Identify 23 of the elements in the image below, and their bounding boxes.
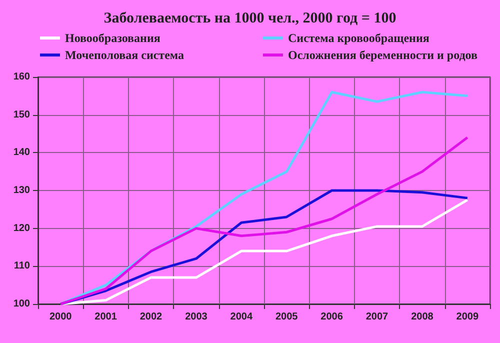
y-tick-label: 160 bbox=[13, 72, 30, 82]
x-tick-label: 2000 bbox=[49, 312, 72, 322]
x-tick-label: 2003 bbox=[185, 312, 208, 322]
y-tick-label: 100 bbox=[13, 298, 30, 310]
legend-label: Система кровообращения bbox=[288, 31, 430, 45]
x-tick-label: 2005 bbox=[275, 312, 298, 322]
line-series bbox=[59, 136, 469, 306]
chart-title: Заболеваемость на 1000 чел., 2000 год = 100 bbox=[104, 10, 396, 26]
x-tick-label: 2004 bbox=[230, 312, 253, 322]
x-tick-label: 2001 bbox=[94, 312, 118, 322]
y-tick-label: 140 bbox=[13, 147, 30, 158]
x-tick-label: 2006 bbox=[320, 312, 344, 322]
y-tick-label: 110 bbox=[14, 260, 30, 272]
legend-label: Осложнения беременности и родов bbox=[288, 48, 478, 62]
y-tick-label: 150 bbox=[13, 109, 30, 120]
y-tick-label: 130 bbox=[13, 185, 30, 196]
x-tick-label: 2009 bbox=[456, 312, 479, 322]
legend-label: Мочеполовая система bbox=[65, 48, 184, 62]
x-tick-label: 2008 bbox=[411, 312, 434, 322]
y-tick-label: 120 bbox=[13, 222, 30, 234]
x-tick-label: 2007 bbox=[366, 312, 389, 322]
legend-label: Новообразования bbox=[65, 31, 161, 45]
x-tick-label: 2002 bbox=[140, 312, 163, 322]
